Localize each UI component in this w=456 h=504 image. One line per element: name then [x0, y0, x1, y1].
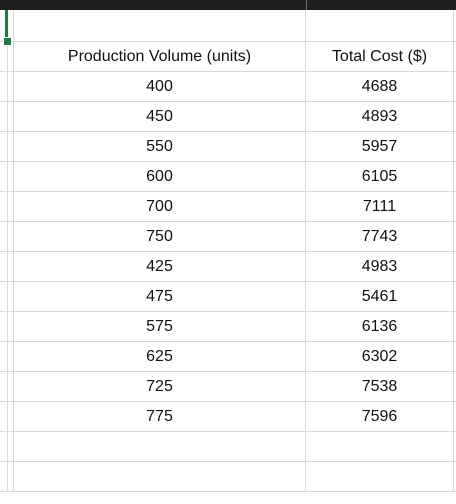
grid-cell[interactable] [0, 432, 8, 461]
production-volume-cell[interactable]: 725 [14, 372, 306, 401]
production-volume-cell[interactable]: 625 [14, 342, 306, 371]
grid-cell[interactable] [0, 342, 8, 371]
grid-cell[interactable] [306, 462, 454, 491]
grid-cell[interactable] [8, 162, 14, 191]
production-volume-cell[interactable]: 575 [14, 312, 306, 341]
grid-cell[interactable] [14, 432, 306, 461]
grid-cell[interactable] [8, 372, 14, 401]
grid-cell[interactable] [0, 42, 8, 71]
grid-cell[interactable] [8, 282, 14, 311]
table-row: 450 4893 [0, 102, 456, 132]
grid-cell[interactable] [8, 462, 14, 491]
grid-cell[interactable] [14, 10, 306, 41]
production-volume-cell[interactable]: 775 [14, 402, 306, 431]
total-cost-cell[interactable]: 4893 [306, 102, 454, 131]
grid-cell[interactable] [8, 192, 14, 221]
grid-cell[interactable] [8, 102, 14, 131]
total-cost-cell[interactable]: 7111 [306, 192, 454, 221]
grid-cell[interactable] [0, 462, 8, 491]
grid-cell[interactable] [8, 252, 14, 281]
grid-cell[interactable] [8, 312, 14, 341]
grid-cell[interactable] [306, 432, 454, 461]
empty-row [0, 10, 456, 42]
table-row: 475 5461 [0, 282, 456, 312]
total-cost-cell[interactable]: 6136 [306, 312, 454, 341]
table-row: 725 7538 [0, 372, 456, 402]
grid-cell[interactable] [0, 102, 8, 131]
production-volume-cell[interactable]: 400 [14, 72, 306, 101]
grid-cell[interactable] [0, 312, 8, 341]
total-cost-cell[interactable]: 6105 [306, 162, 454, 191]
grid-cell[interactable] [8, 432, 14, 461]
grid-cell[interactable] [8, 132, 14, 161]
table-row: 775 7596 [0, 402, 456, 432]
total-cost-cell[interactable]: 7743 [306, 222, 454, 251]
table-row: 575 6136 [0, 312, 456, 342]
total-cost-cell[interactable]: 5957 [306, 132, 454, 161]
production-volume-cell[interactable]: 700 [14, 192, 306, 221]
total-cost-cell[interactable]: 7538 [306, 372, 454, 401]
grid-cell[interactable] [8, 72, 14, 101]
production-volume-cell[interactable]: 750 [14, 222, 306, 251]
table-row: 750 7743 [0, 222, 456, 252]
empty-row [0, 462, 456, 492]
grid-cell[interactable] [8, 222, 14, 251]
spreadsheet-grid: Production Volume (units) Total Cost ($)… [0, 10, 456, 492]
total-cost-cell[interactable]: 4983 [306, 252, 454, 281]
grid-cell[interactable] [306, 10, 454, 41]
header-production-volume[interactable]: Production Volume (units) [14, 42, 306, 71]
total-cost-cell[interactable]: 5461 [306, 282, 454, 311]
production-volume-cell[interactable]: 425 [14, 252, 306, 281]
header-total-cost[interactable]: Total Cost ($) [306, 42, 454, 71]
grid-cell[interactable] [14, 462, 306, 491]
production-volume-cell[interactable]: 550 [14, 132, 306, 161]
table-row: 425 4983 [0, 252, 456, 282]
table-row: 550 5957 [0, 132, 456, 162]
grid-cell[interactable] [0, 72, 8, 101]
grid-cell[interactable] [8, 10, 14, 41]
table-row: 625 6302 [0, 342, 456, 372]
production-volume-cell[interactable]: 600 [14, 162, 306, 191]
grid-cell[interactable] [0, 192, 8, 221]
grid-cell[interactable] [0, 132, 8, 161]
grid-cell[interactable] [0, 402, 8, 431]
total-cost-cell[interactable]: 4688 [306, 72, 454, 101]
column-separator [306, 0, 307, 10]
grid-cell[interactable] [0, 372, 8, 401]
fill-handle[interactable] [3, 37, 12, 46]
grid-cell[interactable] [8, 342, 14, 371]
production-volume-cell[interactable]: 475 [14, 282, 306, 311]
table-row: 600 6105 [0, 162, 456, 192]
grid-cell[interactable] [0, 162, 8, 191]
column-header-bar [0, 0, 456, 10]
grid-cell[interactable] [8, 42, 14, 71]
grid-cell[interactable] [8, 402, 14, 431]
total-cost-cell[interactable]: 7596 [306, 402, 454, 431]
table-row: 700 7111 [0, 192, 456, 222]
table-row: 400 4688 [0, 72, 456, 102]
grid-cell[interactable] [0, 222, 8, 251]
total-cost-cell[interactable]: 6302 [306, 342, 454, 371]
table-header-row: Production Volume (units) Total Cost ($) [0, 42, 456, 72]
active-cell-indicator [5, 10, 8, 40]
grid-cell[interactable] [0, 252, 8, 281]
empty-row [0, 432, 456, 462]
grid-cell[interactable] [0, 282, 8, 311]
production-volume-cell[interactable]: 450 [14, 102, 306, 131]
